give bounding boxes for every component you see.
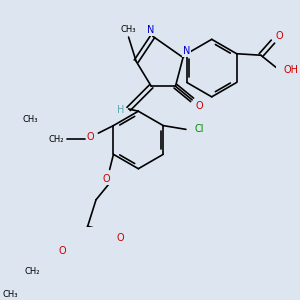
Text: CH₂: CH₂ (49, 135, 64, 144)
Text: O: O (87, 132, 94, 142)
Text: N: N (147, 25, 154, 35)
Text: N: N (183, 46, 190, 56)
Text: CH₂: CH₂ (25, 267, 40, 276)
Text: CH₃: CH₃ (22, 115, 38, 124)
Text: O: O (116, 232, 124, 243)
Text: Cl: Cl (195, 124, 204, 134)
Text: O: O (102, 173, 110, 184)
Text: OH: OH (284, 65, 298, 75)
Text: O: O (196, 101, 203, 111)
Text: O: O (275, 31, 283, 40)
Text: CH₃: CH₃ (2, 290, 17, 299)
Text: H: H (117, 106, 125, 116)
Text: CH₃: CH₃ (121, 25, 136, 34)
Text: O: O (59, 246, 67, 256)
